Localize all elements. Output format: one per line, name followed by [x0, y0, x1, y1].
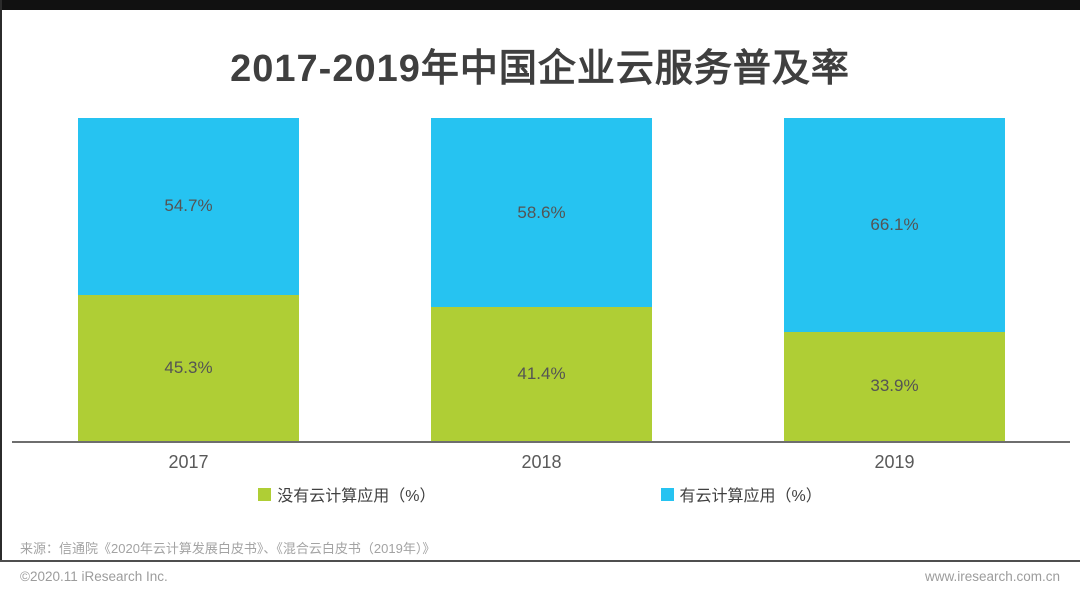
- value-label: 41.4%: [517, 364, 566, 384]
- left-border-line: [0, 0, 2, 562]
- bar-segment-no-cloud: 45.3%: [78, 294, 299, 441]
- bar-segment-has-cloud: 66.1%: [784, 118, 1005, 332]
- value-label: 58.6%: [517, 202, 566, 222]
- value-label: 45.3%: [164, 357, 213, 377]
- legend-label: 没有云计算应用（%）: [277, 488, 436, 505]
- chart-legend: 没有云计算应用（%） 有云计算应用（%）: [0, 482, 1080, 506]
- top-black-bar: [0, 0, 1080, 10]
- website-link[interactable]: www.iresearch.com.cn: [924, 569, 1060, 584]
- legend-swatch-icon: [660, 487, 674, 501]
- source-note: 来源：信通院《2020年云计算发展白皮书》、《混合云白皮书（2019年）》: [20, 541, 436, 556]
- bar-segment-no-cloud: 33.9%: [784, 331, 1005, 441]
- value-label: 66.1%: [870, 214, 919, 234]
- x-axis-label-2019: 2019: [874, 452, 915, 472]
- x-axis-label-2018: 2018: [521, 452, 562, 472]
- bar-segment-has-cloud: 54.7%: [78, 118, 299, 295]
- bar-segment-no-cloud: 41.4%: [431, 307, 652, 441]
- legend-label: 有云计算应用（%）: [679, 488, 822, 505]
- footer: ©2020.11 iResearch Inc. www.iresearch.co…: [0, 569, 1080, 584]
- x-axis-line: [12, 441, 1070, 443]
- footer-divider: [0, 560, 1080, 562]
- copyright-text: ©2020.11 iResearch Inc.: [20, 569, 168, 584]
- bar-segment-has-cloud: 58.6%: [431, 118, 652, 308]
- bar-group-2017: 54.7% 45.3%: [78, 118, 299, 441]
- x-axis-label-2017: 2017: [168, 452, 209, 472]
- bar-group-2019: 66.1% 33.9%: [784, 118, 1005, 441]
- page-title: 2017-2019年中国企业云服务普及率: [230, 48, 850, 91]
- value-label: 33.9%: [870, 376, 919, 396]
- legend-item: 有云计算应用（%）: [660, 482, 822, 506]
- bar-group-2018: 58.6% 41.4%: [431, 118, 652, 441]
- legend-item: 没有云计算应用（%）: [258, 482, 436, 506]
- x-axis-labels: 2017 2018 2019: [0, 452, 1080, 476]
- plot-area: 54.7% 45.3% 58.6% 41.4% 66.1% 33.9%: [0, 118, 1080, 443]
- value-label: 54.7%: [164, 196, 213, 216]
- legend-swatch-icon: [258, 487, 272, 501]
